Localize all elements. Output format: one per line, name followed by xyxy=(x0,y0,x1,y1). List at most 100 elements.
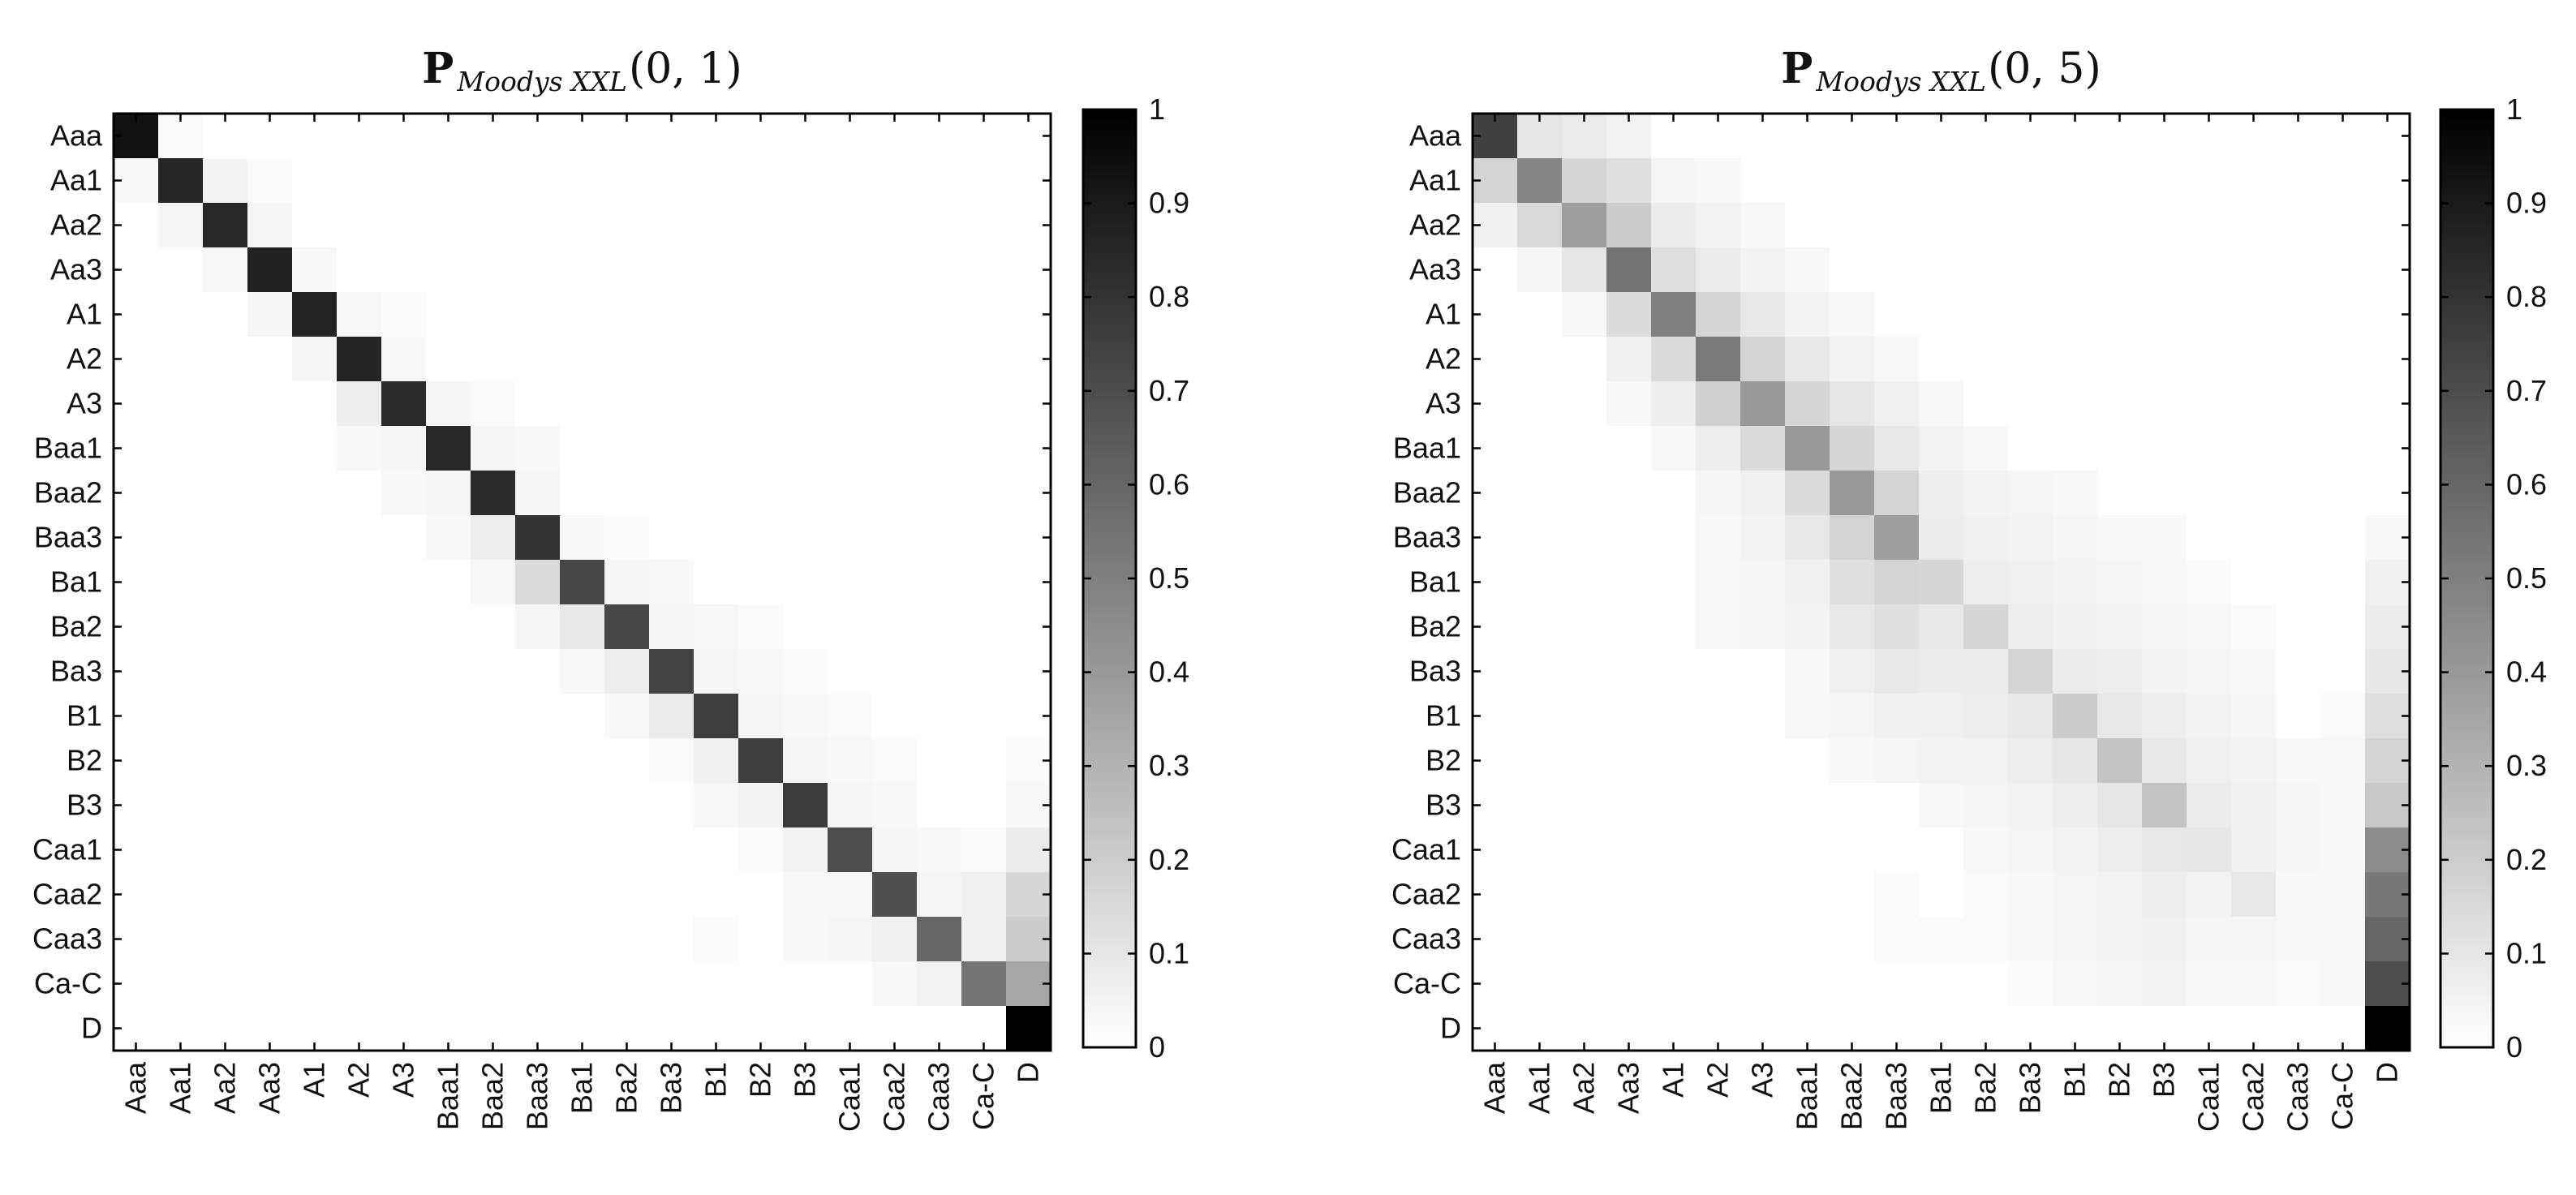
heatmap-cell xyxy=(1517,961,1563,1007)
colorbar-tick-label: 0.7 xyxy=(1149,374,1189,407)
heatmap-cell xyxy=(1651,694,1697,739)
heatmap-cell xyxy=(2187,426,2232,471)
y-tick-label: D xyxy=(81,1012,102,1045)
heatmap-cell xyxy=(604,337,650,382)
y-tick-label: Ba2 xyxy=(50,610,102,643)
heatmap-cell xyxy=(1696,247,1741,293)
heatmap-cell xyxy=(1517,426,1563,471)
heatmap-cell xyxy=(158,381,204,427)
heatmap-cell xyxy=(2187,247,2232,293)
heatmap-cell xyxy=(738,292,784,337)
heatmap-cell xyxy=(1874,426,1920,471)
heatmap-cell xyxy=(1874,783,1920,828)
x-tick-label: Caa1 xyxy=(2192,1062,2226,1132)
heatmap-cell xyxy=(337,917,382,962)
heatmap-cell xyxy=(1963,694,2009,739)
heatmap-cell xyxy=(2008,694,2053,739)
heatmap-cell xyxy=(604,560,650,605)
heatmap-cell xyxy=(2008,292,2053,337)
heatmap-cell xyxy=(560,961,605,1007)
heatmap-cell xyxy=(1919,783,1964,828)
heatmap-cell xyxy=(694,292,739,337)
heatmap-cell xyxy=(1963,381,2009,427)
heatmap-cell xyxy=(158,158,204,204)
heatmap-cell xyxy=(2320,203,2366,248)
x-tick-label: Aa1 xyxy=(164,1062,197,1114)
heatmap-cell xyxy=(961,426,1007,471)
heatmap-cell xyxy=(1517,515,1563,561)
heatmap-cell xyxy=(961,158,1007,204)
heatmap-cell xyxy=(2187,872,2232,918)
heatmap-cell xyxy=(471,247,516,293)
heatmap-cell xyxy=(1562,917,1607,962)
heatmap-cell xyxy=(1562,247,1607,293)
heatmap-cell xyxy=(381,247,427,293)
heatmap-cell xyxy=(471,917,516,962)
heatmap-cell xyxy=(247,649,293,694)
heatmap-cell xyxy=(1785,247,1830,293)
heatmap-cell xyxy=(2053,783,2098,828)
heatmap-cell xyxy=(1919,247,1964,293)
heatmap-cell xyxy=(1963,917,2009,962)
heatmap-cell xyxy=(1740,337,1786,382)
heatmap-cell xyxy=(2142,694,2187,739)
heatmap-cell xyxy=(2276,560,2321,605)
heatmap-cell xyxy=(1606,426,1652,471)
heatmap-cell xyxy=(738,649,784,694)
y-tick-label: A1 xyxy=(67,298,102,331)
heatmap-cell xyxy=(1830,247,1875,293)
heatmap-cell xyxy=(471,738,516,784)
y-tick-label: Aaa xyxy=(1409,119,1462,153)
heatmap-cell xyxy=(292,247,338,293)
heatmap-cell xyxy=(2008,649,2053,694)
heatmap-cell xyxy=(471,872,516,918)
heatmap-cell xyxy=(337,158,382,204)
heatmap-cell xyxy=(649,872,695,918)
heatmap-cell xyxy=(1517,292,1563,337)
heatmap-cell xyxy=(872,292,918,337)
heatmap-cell xyxy=(1562,381,1607,427)
heatmap-cell xyxy=(426,158,471,204)
heatmap-cell xyxy=(917,381,962,427)
heatmap-cell xyxy=(1740,381,1786,427)
heatmap-cell xyxy=(2142,917,2187,962)
heatmap-cell xyxy=(1562,337,1607,382)
heatmap-cell xyxy=(1517,247,1563,293)
heatmap-cell xyxy=(292,560,338,605)
heatmap-cell xyxy=(649,515,695,561)
heatmap-cell xyxy=(292,381,338,427)
x-tick-label: Aa3 xyxy=(1612,1062,1645,1114)
heatmap-cell xyxy=(2008,247,2053,293)
heatmap-cell xyxy=(2142,872,2187,918)
heatmap-cell xyxy=(381,961,427,1007)
heatmap-cell xyxy=(292,515,338,561)
heatmap-cell xyxy=(203,381,248,427)
heatmap-cell xyxy=(604,738,650,784)
heatmap-cell xyxy=(649,649,695,694)
heatmap-cell xyxy=(1919,203,1964,248)
heatmap-cell xyxy=(2142,158,2187,204)
heatmap-cell xyxy=(1740,783,1786,828)
heatmap-cell xyxy=(381,827,427,873)
x-tick-label: Aa3 xyxy=(253,1062,286,1114)
heatmap-cell xyxy=(515,515,561,561)
heatmap-cell xyxy=(917,203,962,248)
heatmap-cell xyxy=(1740,247,1786,293)
heatmap-cell xyxy=(426,337,471,382)
heatmap-cell xyxy=(917,471,962,516)
heatmap-cell xyxy=(917,292,962,337)
heatmap-cell xyxy=(1517,471,1563,516)
heatmap-cell xyxy=(426,783,471,828)
heatmap-cell xyxy=(560,381,605,427)
heatmap-cell xyxy=(694,738,739,784)
heatmap-cell xyxy=(2320,292,2366,337)
x-tick-label: B1 xyxy=(699,1062,733,1098)
y-tick-label: Baa1 xyxy=(34,432,102,465)
heatmap-cell xyxy=(1651,917,1697,962)
heatmap-cell xyxy=(1651,203,1697,248)
heatmap-cell xyxy=(783,158,828,204)
heatmap-cell xyxy=(917,604,962,650)
heatmap-cell xyxy=(515,604,561,650)
heatmap-cell xyxy=(1830,515,1875,561)
heatmap-cell xyxy=(203,917,248,962)
